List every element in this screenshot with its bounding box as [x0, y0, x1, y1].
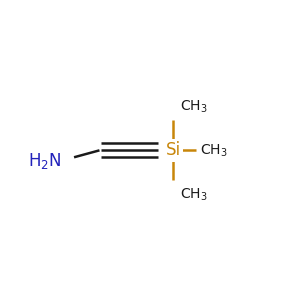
- Text: CH$_3$: CH$_3$: [180, 186, 208, 202]
- Text: CH$_3$: CH$_3$: [180, 98, 208, 115]
- Text: Si: Si: [166, 141, 181, 159]
- Text: H$_2$N: H$_2$N: [28, 151, 61, 171]
- Text: CH$_3$: CH$_3$: [200, 142, 228, 158]
